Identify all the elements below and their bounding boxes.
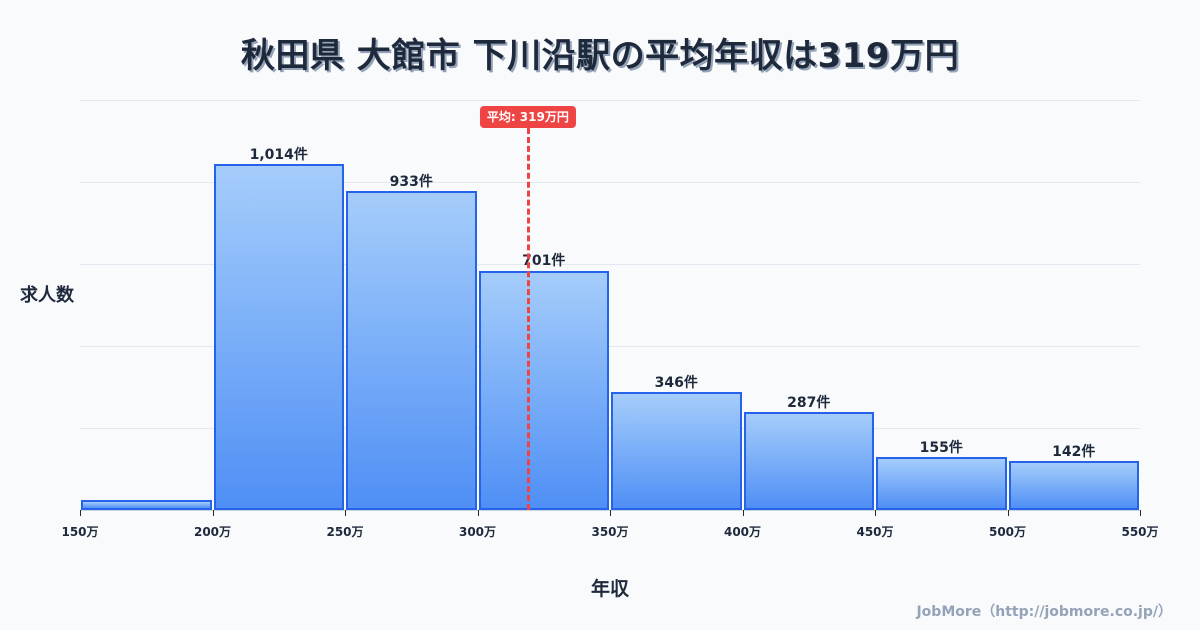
bar-value-label: 142件 [1052,444,1096,461]
x-tick [1007,510,1009,516]
bar-value-label: 1,014件 [249,146,308,163]
gridline [80,428,1140,429]
gridline [80,182,1140,183]
bar-value-label: 346件 [654,374,698,391]
y-axis-label: 求人数 [20,285,74,306]
mean-line [526,128,530,510]
x-tick-label: 150万 [61,525,99,539]
x-tick [1140,510,1141,516]
gridline [80,264,1140,265]
x-tick [742,510,744,516]
histogram-bar [81,500,212,510]
gridline [80,100,1140,101]
histogram-bar [346,191,477,510]
x-tick-label: 400万 [723,525,762,539]
x-tick [610,510,611,516]
x-tick [345,510,346,516]
histogram-bar [611,391,742,510]
bar-value-label: 155件 [919,440,963,457]
histogram-bar [478,270,609,510]
credit-text: JobMore（http://jobmore.co.jp/） [916,604,1172,620]
histogram-bar [213,163,344,510]
mean-badge: 平均: 319万円 [479,106,576,128]
x-tick [477,510,479,516]
x-tick-label: 350万 [591,525,629,539]
x-tick-label: 500万 [988,525,1027,539]
gridline [80,346,1140,347]
histogram-bar [743,411,874,510]
histogram-bar [1008,461,1139,510]
bar-value-label: 287件 [787,394,831,411]
histogram-bar [876,457,1007,510]
bar-value-label: 933件 [389,174,433,191]
plot-area: 1,014件 933件 701件 346件 287件 155件 142件 [80,100,1140,510]
x-tick-label: 200万 [193,525,232,539]
x-tick [80,510,81,516]
x-tick-label: 300万 [458,525,497,539]
x-tick [875,510,876,516]
x-tick-label: 550万 [1121,525,1159,539]
x-axis-label: 年収 [590,578,629,600]
bar-value-label: 701件 [522,253,566,270]
chart-title: 秋田県 大館市 下川沿駅の平均年収は319万円 [240,36,960,76]
x-tick-label: 450万 [856,525,894,539]
x-tick-label: 250万 [326,525,364,539]
x-tick [212,510,214,516]
